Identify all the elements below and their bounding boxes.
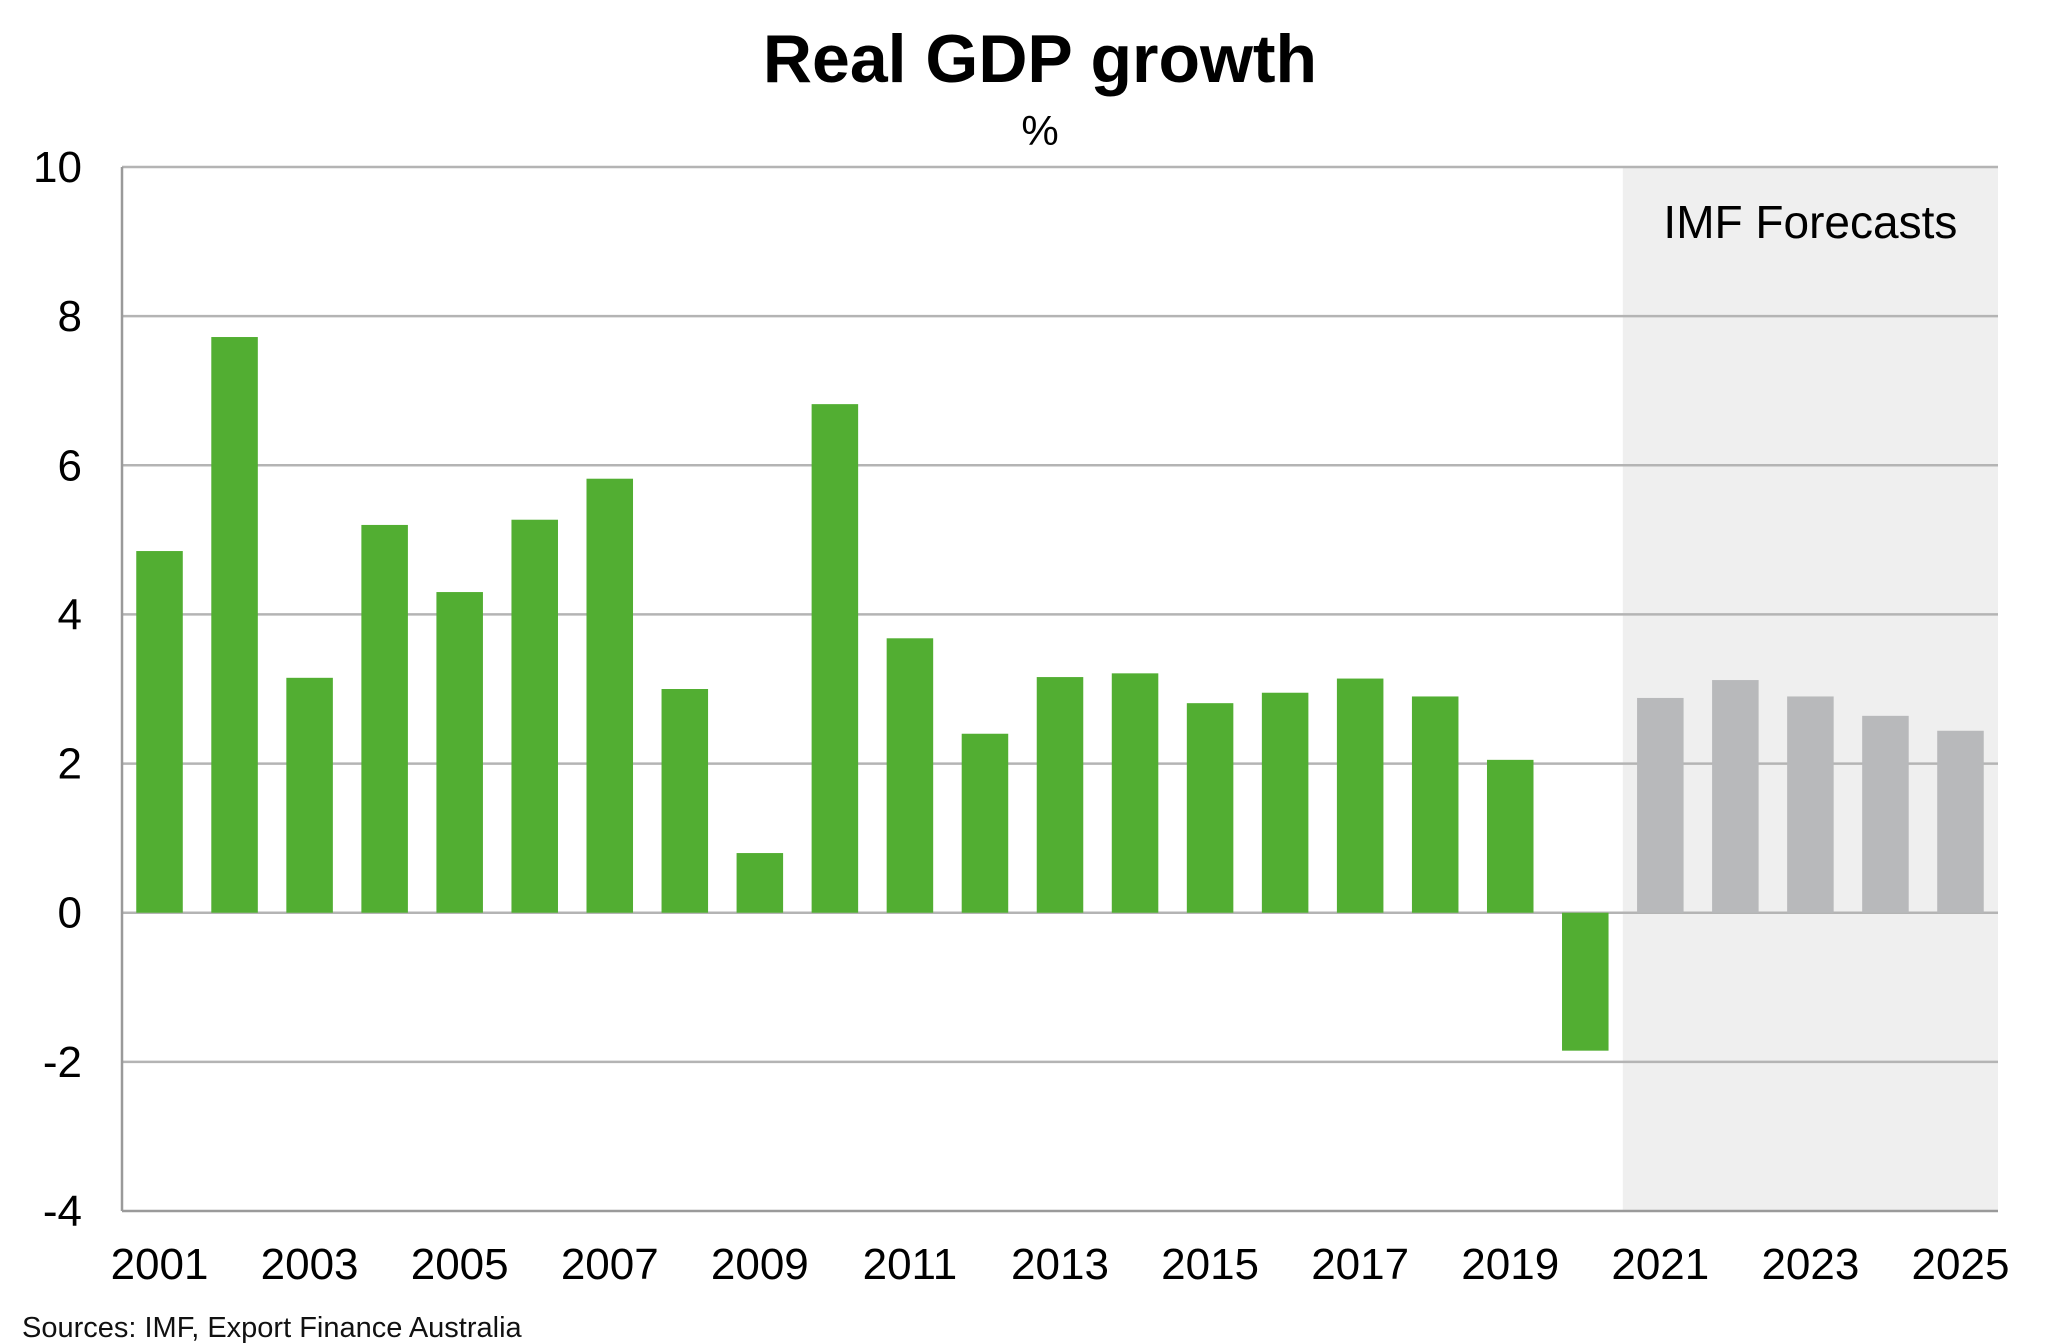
bar-2002 [211, 337, 258, 913]
bar-2013 [1036, 677, 1084, 913]
y-axis-ticks: -4 -2 0 2 4 6 8 10 [33, 143, 82, 1236]
bar-2009 [736, 853, 784, 913]
y-tick-label: 4 [58, 590, 82, 639]
y-tick-label: 0 [58, 889, 82, 938]
x-tick-label: 2005 [411, 1240, 509, 1289]
bar-2017 [1336, 678, 1384, 913]
bar-2014 [1111, 673, 1159, 913]
forecast-annotation: IMF Forecasts [1663, 196, 1957, 248]
bar-2011 [886, 638, 934, 913]
x-tick-label: 2015 [1161, 1240, 1259, 1289]
x-tick-label: 2021 [1611, 1240, 1709, 1289]
x-tick-label: 2001 [111, 1240, 209, 1289]
source-note: Sources: IMF, Export Finance Australia [22, 1312, 522, 1344]
y-tick-label: -4 [43, 1187, 82, 1236]
x-tick-label: 2025 [1912, 1240, 2010, 1289]
bar-2018 [1411, 696, 1459, 913]
forecast-shading [1622, 167, 1998, 1211]
chart-title: Real GDP growth [762, 21, 1318, 97]
y-tick-label: 8 [58, 292, 82, 341]
bar-2019 [1486, 759, 1534, 913]
bar-2015 [1186, 703, 1234, 913]
chart-subtitle: % [1021, 107, 1059, 154]
y-tick-label: 6 [58, 441, 82, 490]
bar-2004 [361, 524, 408, 913]
bar-2001 [136, 551, 183, 913]
bar-2021 [1637, 697, 1684, 913]
y-tick-label: 2 [58, 740, 82, 789]
x-tick-label: 2009 [711, 1240, 809, 1289]
axes [120, 167, 1998, 1213]
bar-2020 [1562, 912, 1609, 1051]
x-tick-label: 2019 [1461, 1240, 1559, 1289]
x-axis-ticks: 2001 2003 2005 2007 2009 2011 2013 2015 2017 2019… [111, 1240, 2010, 1289]
bar-2024 [1862, 715, 1909, 913]
y-tick-label: -2 [43, 1038, 82, 1087]
x-tick-label: 2023 [1761, 1240, 1859, 1289]
bar-2023 [1787, 696, 1834, 913]
bar-2005 [436, 592, 483, 913]
bar-2012 [961, 733, 1009, 913]
bar-2016 [1261, 692, 1309, 913]
bar-2006 [511, 519, 558, 913]
x-tick-label: 2017 [1311, 1240, 1409, 1289]
x-tick-label: 2011 [863, 1240, 958, 1289]
x-tick-label: 2007 [561, 1240, 659, 1289]
bar-2025 [1937, 730, 1984, 913]
y-tick-label: 10 [33, 143, 82, 192]
bar-2003 [286, 677, 333, 913]
x-tick-label: 2003 [261, 1240, 359, 1289]
bar-2008 [661, 689, 709, 913]
bars [136, 337, 1984, 1051]
bar-2022 [1712, 680, 1759, 913]
bar-2007 [586, 478, 634, 913]
x-tick-label: 2013 [1011, 1240, 1109, 1289]
bar-2010 [811, 404, 859, 913]
